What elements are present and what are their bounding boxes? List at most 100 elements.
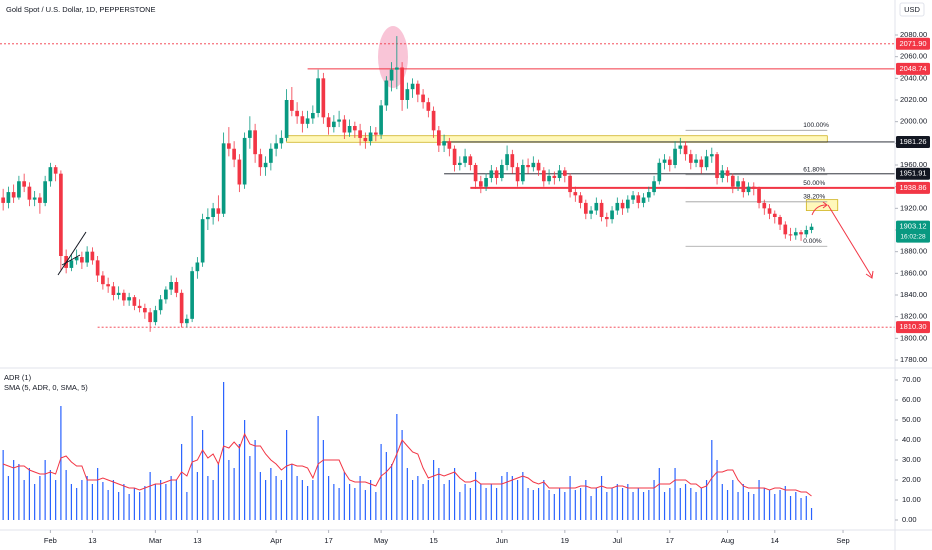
- candle-body: [410, 83, 415, 90]
- price-tag: [896, 321, 930, 334]
- candle-body: [374, 132, 378, 135]
- axes: 1780.00 1800.00 1820.00 1840.00 1860.00 1880.…: [44, 30, 927, 545]
- x-tick-label: Sep: [836, 536, 849, 545]
- fib-label: 50.00%: [803, 180, 825, 187]
- candle-body: [342, 119, 347, 133]
- candle-body: [610, 210, 614, 220]
- candle-body: [715, 154, 719, 178]
- currency[interactable]: USD: [904, 5, 920, 14]
- candle-body: [389, 69, 394, 81]
- candle-body: [248, 130, 252, 138]
- candle-body: [746, 186, 751, 193]
- price-tags: 2071.90 2048.74 1981.26 1951.91 1938.86 1810.…: [896, 37, 930, 334]
- price-tag: [896, 135, 930, 148]
- candle-body: [657, 162, 662, 182]
- y-tick-label: 2040.00: [900, 73, 927, 82]
- candle-body: [300, 116, 305, 124]
- candle-body: [594, 202, 599, 211]
- candle-body: [494, 170, 499, 178]
- candle-body: [526, 165, 530, 168]
- indicator-tick-label: 0.00: [902, 515, 917, 524]
- candle-body: [688, 154, 693, 163]
- candle-body: [216, 208, 221, 214]
- x-tick-label: May: [374, 536, 388, 545]
- candle-body: [137, 305, 142, 308]
- candle-body: [736, 181, 740, 187]
- candle-body: [457, 162, 462, 165]
- price-tag-label: 1938.86: [899, 183, 926, 192]
- candle-body: [353, 126, 357, 131]
- candle-body: [552, 175, 557, 178]
- currency-box[interactable]: [899, 2, 925, 17]
- candle-body: [164, 289, 168, 300]
- candle-body: [631, 195, 635, 200]
- candle-body: [179, 292, 184, 324]
- y-tick-label: 2020.00: [900, 95, 927, 104]
- candle-body: [772, 213, 777, 217]
- x-tick-label: 14: [771, 536, 779, 545]
- candle-body: [363, 137, 368, 142]
- candle-body: [1, 197, 5, 203]
- candle-body: [227, 143, 231, 149]
- candle-body: [69, 260, 74, 268]
- zone: [286, 135, 828, 143]
- y-tick-label: 1820.00: [900, 312, 927, 321]
- candle-body: [652, 181, 656, 193]
- price-tag-label: 1903.12: [899, 222, 926, 231]
- candle-body: [725, 170, 730, 176]
- price-tag: [896, 220, 930, 243]
- x-tick-label: Apr: [270, 536, 282, 545]
- candle-body: [799, 232, 803, 235]
- arrow-head: [865, 270, 874, 279]
- candle-body: [206, 217, 210, 220]
- candle-body: [90, 251, 95, 261]
- candle-body: [27, 186, 32, 200]
- candle-body: [132, 297, 137, 306]
- candle-body: [153, 310, 158, 323]
- candle-body: [751, 186, 756, 189]
- candle-body: [704, 156, 709, 168]
- y-tick-label: 2000.00: [900, 117, 927, 126]
- candle-body: [421, 94, 425, 103]
- y-tick-label: 1800.00: [900, 333, 927, 342]
- candle-body: [699, 159, 704, 168]
- indicator-tick-label: 50.00: [902, 415, 921, 424]
- candle-body: [195, 262, 200, 272]
- candle-body: [604, 217, 609, 220]
- price-tag-label: 2048.74: [899, 64, 926, 73]
- candle-body: [106, 284, 110, 287]
- sma-line: [2, 432, 812, 497]
- candle-body: [809, 226, 814, 230]
- candle-body: [641, 197, 646, 203]
- candle-body: [741, 181, 746, 193]
- candle-body: [395, 67, 399, 70]
- y-tick-label: 2060.00: [900, 52, 927, 61]
- candle-body: [80, 257, 84, 263]
- candle-body: [379, 105, 383, 135]
- y-tick-label: 1880.00: [900, 247, 927, 256]
- candle-body: [667, 159, 672, 165]
- candle-body: [85, 251, 89, 263]
- candle-body: [101, 275, 105, 285]
- candle-body: [757, 188, 761, 203]
- y-tick-label: 1840.00: [900, 290, 927, 299]
- y-tick-label: 1780.00: [900, 355, 927, 364]
- candle-body: [17, 181, 21, 198]
- candle-body: [53, 167, 58, 174]
- candle-body: [520, 165, 525, 182]
- x-tick-label: Jul: [613, 536, 623, 545]
- candle-body: [38, 197, 42, 203]
- candle-body: [615, 202, 620, 211]
- candle-body: [568, 175, 572, 193]
- candle-body: [578, 195, 583, 203]
- candle-body: [347, 126, 352, 133]
- candle-body: [311, 113, 315, 119]
- candle-body: [43, 181, 47, 203]
- price-tag-label: 2071.90: [899, 39, 926, 48]
- indicator-title: ADR (1): [4, 373, 32, 382]
- candle-body: [541, 170, 546, 182]
- indicator-tick-label: 40.00: [902, 435, 921, 444]
- candle-body: [269, 148, 273, 163]
- fib-label: 38.20%: [803, 194, 825, 201]
- candle-body: [232, 148, 236, 160]
